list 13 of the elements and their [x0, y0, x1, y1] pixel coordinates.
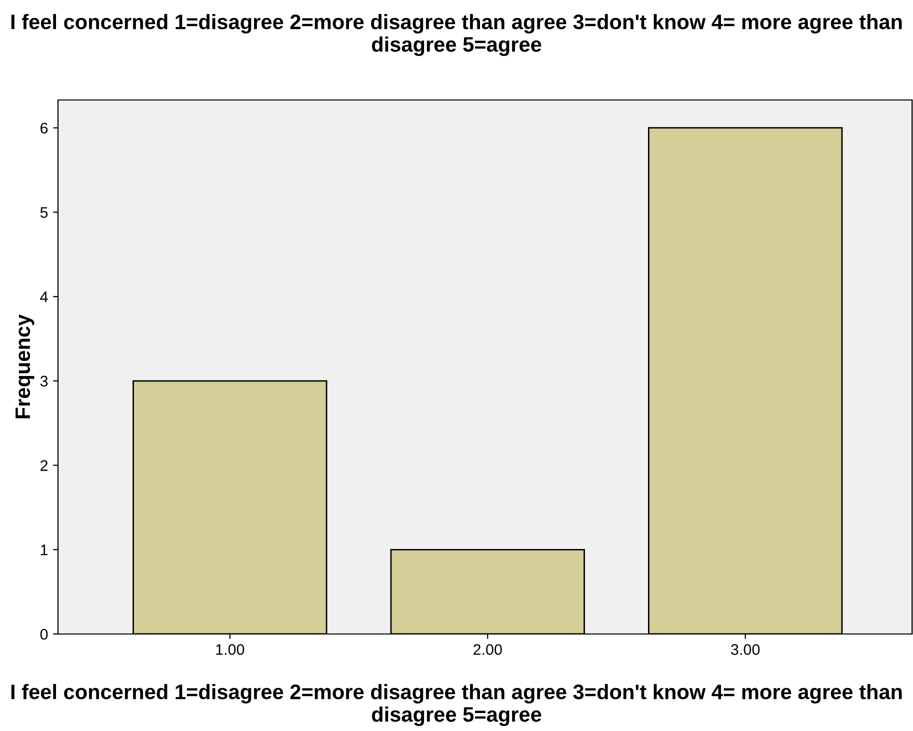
y-tick-label: 2: [40, 460, 48, 471]
y-tick-label: 0: [40, 628, 48, 640]
y-tick-label: 4: [40, 292, 48, 302]
y-tick-label: 1: [40, 544, 48, 556]
x-tick-label: 1.00: [216, 644, 244, 655]
y-tick-label: 6: [40, 122, 48, 134]
x-axis-title: I feel concerned 1=disagree 2=more disagree than agree 3=don't know 4= more agree than disagree 5=agree: [11, 684, 902, 726]
chart-title: I feel concerned 1=disagree 2=more disagree than agree 3=don't know 4= more agree than disagree 5=agree: [11, 14, 902, 56]
x-tick-label: 3.00: [731, 644, 760, 655]
x-tick-label: 2.00: [474, 644, 502, 655]
y-tick-label: 5: [40, 207, 48, 218]
y-tick-label: 3: [40, 376, 48, 387]
y-axis-title: Frequency: [16, 314, 34, 418]
